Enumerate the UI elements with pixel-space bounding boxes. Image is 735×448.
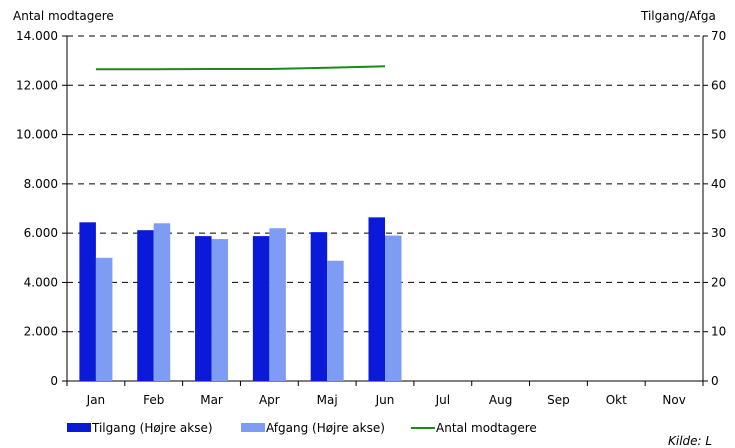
x-tick-label: Jul: [435, 393, 450, 407]
legend-swatch-0: [67, 423, 91, 432]
left-axis-title: Antal modtagere: [13, 9, 114, 23]
bar-1-3: [269, 228, 286, 381]
right-tick-label: 10: [711, 325, 726, 339]
bar-0-0: [79, 222, 96, 381]
bar-0-5: [368, 217, 385, 381]
legend: Tilgang (Højre akse) Afgang (Højre akse) A…: [67, 421, 537, 435]
legend-label: Antal modtagere: [436, 421, 537, 435]
right-tick-label: 40: [711, 177, 726, 191]
x-tick-label: Jun: [375, 393, 395, 407]
x-tick-label: Apr: [259, 393, 280, 407]
left-tick-label: 12.000: [16, 78, 58, 92]
left-tick-label: 14.000: [16, 29, 58, 43]
left-tick-label: 6.000: [24, 226, 58, 240]
right-tick-label: 60: [711, 78, 726, 92]
axis-labels: 0 2.000 4.000 6.000 8.000 10.000 12.000 14.000 0…: [13, 9, 726, 448]
bars: [79, 217, 402, 381]
left-tick-label: 4.000: [24, 275, 58, 289]
legend-label: Tilgang (Højre akse): [91, 421, 213, 435]
bar-0-1: [137, 230, 154, 381]
x-tick-label: Jan: [86, 393, 106, 407]
bar-0-2: [195, 236, 212, 381]
right-tick-label: 0: [711, 374, 719, 388]
bar-1-4: [327, 260, 344, 381]
left-tick-label: 10.000: [16, 128, 58, 142]
x-tick-label: Mar: [200, 393, 223, 407]
x-tick-label: Okt: [606, 393, 627, 407]
bar-1-5: [385, 235, 402, 381]
x-tick-label: Maj: [317, 393, 338, 407]
line-series: [95, 65, 386, 71]
x-tick-label: Nov: [662, 393, 685, 407]
right-tick-label: 50: [711, 128, 726, 142]
bar-0-3: [252, 236, 270, 381]
right-tick-label: 70: [711, 29, 726, 43]
bar-0-4: [310, 232, 328, 381]
legend-label: Afgang (Højre akse): [266, 421, 385, 435]
left-tick-label: 2.000: [24, 325, 58, 339]
left-tick-label: 0: [50, 374, 58, 388]
x-tick-label: Feb: [143, 393, 164, 407]
bar-1-0: [95, 257, 113, 381]
gridlines: [67, 35, 703, 333]
line-2: [95, 65, 386, 71]
right-axis-title: Tilgang/Afga: [640, 9, 716, 23]
right-tick-label: 20: [711, 275, 726, 289]
right-tick-label: 30: [711, 226, 726, 240]
left-tick-label: 8.000: [24, 177, 58, 191]
x-tick-label: Aug: [489, 393, 512, 407]
bar-1-1: [153, 223, 171, 381]
x-tick-label: Sep: [547, 393, 570, 407]
bar-1-2: [211, 239, 229, 381]
legend-swatch-1: [241, 423, 265, 432]
source-note: Kilde: L: [668, 434, 712, 448]
